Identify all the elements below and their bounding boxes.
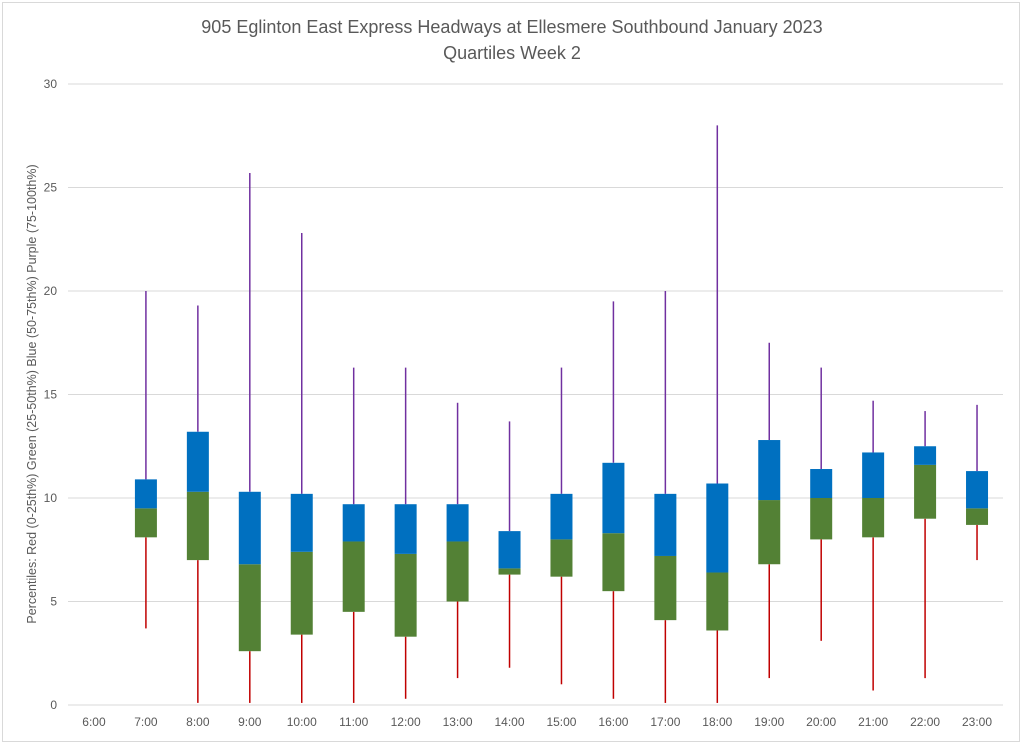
- x-tick-label: 17:00: [650, 715, 680, 729]
- box-22:00: [914, 411, 937, 679]
- upper-box: [862, 452, 885, 498]
- box-16:00: [602, 301, 625, 699]
- box-23:00: [966, 404, 989, 561]
- x-tick-label: 16:00: [598, 715, 628, 729]
- box-8:00: [186, 305, 209, 703]
- upper-box: [342, 504, 365, 542]
- box-21:00: [862, 400, 885, 691]
- upper-box: [394, 504, 417, 554]
- upper-box: [602, 462, 625, 534]
- x-tick-label: 15:00: [546, 715, 576, 729]
- y-tick-label: 30: [44, 77, 58, 91]
- gridlines: [68, 83, 1003, 706]
- upper-box: [550, 493, 573, 540]
- lower-box: [654, 555, 677, 621]
- upper-box: [446, 504, 469, 542]
- lower-box: [550, 539, 573, 577]
- upper-box: [498, 531, 521, 569]
- box-9:00: [238, 173, 261, 703]
- x-tick-label: 21:00: [858, 715, 888, 729]
- box-17:00: [654, 291, 677, 703]
- lower-box: [810, 498, 833, 540]
- y-tick-label: 5: [50, 595, 57, 609]
- box-18:00: [706, 125, 729, 703]
- lower-box: [602, 533, 625, 592]
- lower-box: [498, 568, 521, 575]
- x-tick-label: 11:00: [339, 715, 368, 729]
- lower-box: [862, 498, 885, 538]
- y-tick-label: 15: [44, 388, 58, 402]
- upper-box: [758, 440, 781, 501]
- box-7:00: [134, 291, 157, 629]
- y-tick-label: 10: [44, 491, 58, 505]
- lower-box: [914, 464, 937, 519]
- box-19:00: [758, 342, 781, 679]
- box-10:00: [290, 233, 313, 703]
- boxes: [134, 125, 989, 703]
- upper-box: [134, 479, 157, 509]
- upper-box: [810, 469, 833, 498]
- x-tick-label: 12:00: [391, 715, 421, 729]
- x-tick-labels: 6:00 7:00 8:00 9:00 10:00 11:00 12:00 13:00 14:0…: [82, 715, 992, 729]
- lower-box: [706, 572, 729, 631]
- x-tick-label: 6:00: [82, 715, 106, 729]
- lower-box: [966, 508, 989, 525]
- x-tick-label: 18:00: [702, 715, 732, 729]
- chart-title: 905 Eglinton East Express Headways at El…: [201, 17, 823, 37]
- box-20:00: [810, 367, 833, 641]
- upper-box: [654, 493, 677, 556]
- lower-box: [342, 541, 365, 612]
- upper-box: [914, 446, 937, 465]
- y-axis-label: Percentiles: Red (0-25th%) Green (25-50t…: [25, 164, 39, 623]
- y-tick-labels: 0 5 10 15 20 25 30: [44, 77, 58, 712]
- y-tick-label: 20: [44, 284, 58, 298]
- x-tick-label: 9:00: [238, 715, 262, 729]
- x-tick-label: 7:00: [134, 715, 158, 729]
- upper-box: [186, 431, 209, 492]
- y-tick-label: 0: [50, 698, 57, 712]
- x-tick-label: 23:00: [962, 715, 992, 729]
- box-15:00: [550, 367, 573, 685]
- box-14:00: [498, 421, 521, 668]
- upper-box: [706, 483, 729, 573]
- x-tick-label: 13:00: [443, 715, 473, 729]
- lower-box: [186, 491, 209, 561]
- y-tick-label: 25: [44, 181, 58, 195]
- chart-subtitle: Quartiles Week 2: [443, 43, 581, 63]
- lower-box: [394, 553, 417, 637]
- box-11:00: [342, 367, 365, 703]
- upper-box: [966, 471, 989, 509]
- x-tick-label: 22:00: [910, 715, 940, 729]
- upper-box: [238, 491, 261, 565]
- lower-box: [446, 541, 469, 602]
- x-tick-label: 8:00: [186, 715, 210, 729]
- x-tick-label: 10:00: [287, 715, 317, 729]
- lower-box: [758, 500, 781, 565]
- lower-box: [134, 508, 157, 538]
- x-tick-label: 19:00: [754, 715, 784, 729]
- x-tick-label: 20:00: [806, 715, 836, 729]
- box-12:00: [394, 367, 417, 699]
- lower-box: [238, 564, 261, 652]
- upper-box: [290, 493, 313, 552]
- lower-box: [290, 551, 313, 635]
- x-tick-label: 14:00: [495, 715, 525, 729]
- box-13:00: [446, 402, 469, 679]
